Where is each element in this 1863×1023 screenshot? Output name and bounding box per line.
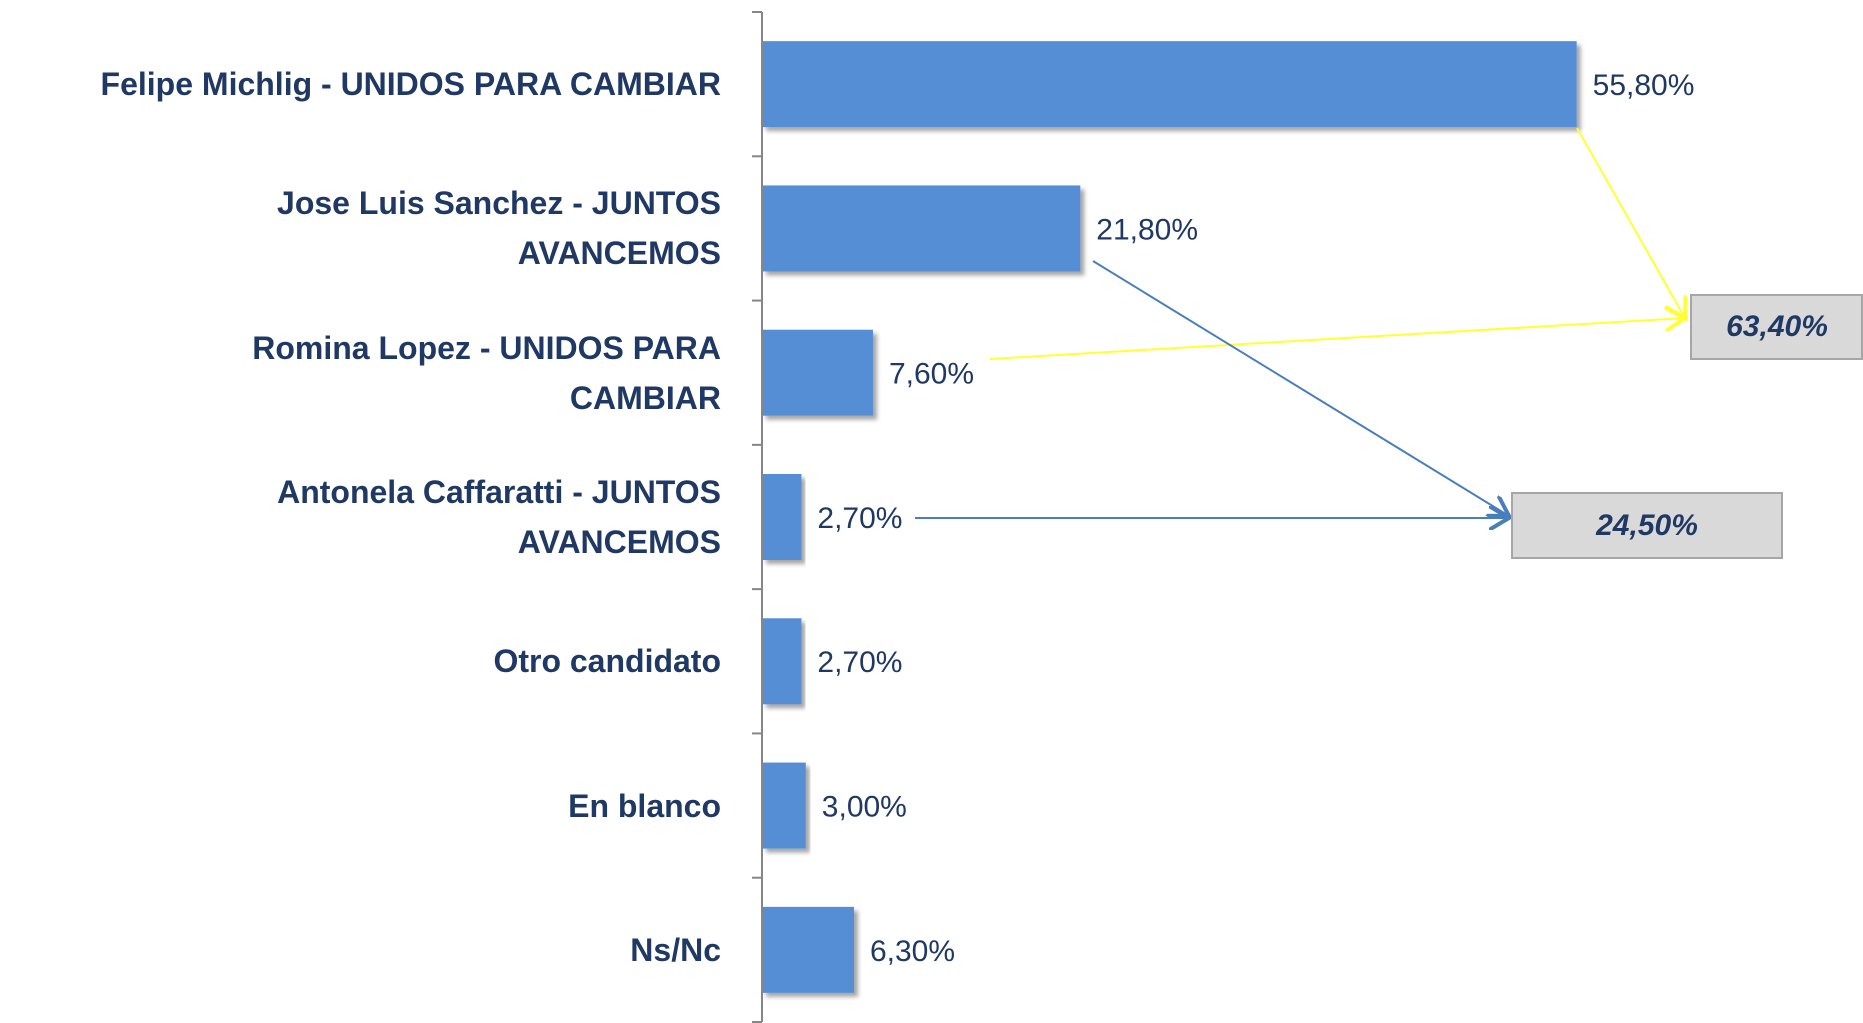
value-label: 3,00% (822, 790, 907, 823)
category-label: Ns/Nc (630, 931, 721, 968)
bar (762, 474, 802, 560)
category-label: Felipe Michlig - UNIDOS PARA CAMBIAR (100, 66, 721, 103)
arrow (1092, 260, 1509, 516)
bar (762, 185, 1081, 272)
category-label: Romina Lopez - UNIDOS PARA CAMBIAR (252, 329, 721, 416)
category-label: En blanco (568, 787, 721, 824)
category-label: Otro candidato (493, 643, 721, 680)
bar (762, 762, 806, 849)
annotation: 63,40% (1726, 310, 1828, 343)
annotation: 24,50% (1595, 509, 1698, 542)
value-label: 7,60% (889, 358, 974, 391)
bar (762, 618, 802, 705)
value-label: 21,80% (1096, 213, 1198, 246)
value-label: 6,30% (870, 935, 955, 968)
bar (762, 906, 854, 993)
arrow (1576, 127, 1685, 318)
arrow (989, 318, 1685, 360)
bar (762, 41, 1577, 128)
value-label: 2,70% (817, 502, 902, 535)
value-label: 55,80% (1593, 69, 1695, 102)
category-label: Antonela Caffaratti - JUNTOS AVANCEMOS (277, 474, 721, 560)
value-label: 2,70% (817, 646, 902, 679)
category-label: Jose Luis Sanchez - JUNTOS AVANCEMOS (277, 185, 721, 272)
bar (762, 329, 873, 416)
annotation-box (1511, 492, 1783, 559)
annotation-box (1690, 294, 1863, 360)
